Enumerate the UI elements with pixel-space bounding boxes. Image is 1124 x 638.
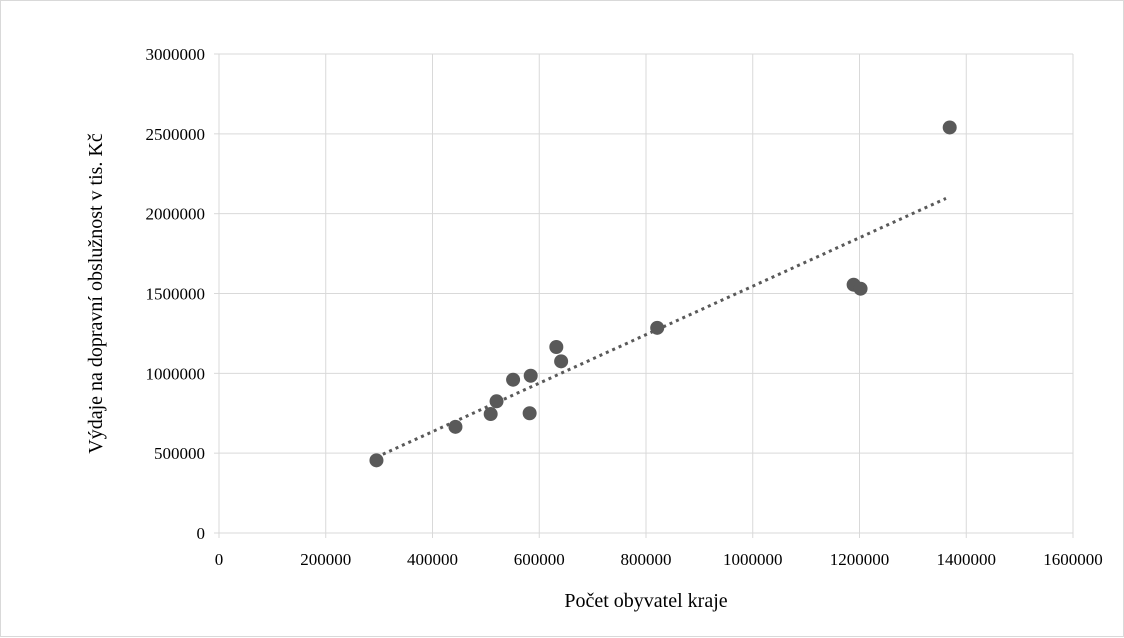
data-point bbox=[506, 372, 521, 387]
data-point bbox=[523, 368, 538, 383]
y-tick-label: 2500000 bbox=[146, 125, 206, 144]
y-tick-label: 3000000 bbox=[146, 45, 206, 64]
data-point bbox=[650, 320, 665, 335]
x-tick-label: 800000 bbox=[621, 550, 672, 569]
axes bbox=[214, 53, 1074, 538]
x-tick-label: 600000 bbox=[514, 550, 565, 569]
x-axis-title: Počet obyvatel kraje bbox=[564, 590, 727, 612]
data-point bbox=[554, 354, 569, 369]
data-point bbox=[483, 407, 498, 422]
y-tick-label: 1000000 bbox=[146, 364, 206, 383]
data-point bbox=[942, 120, 957, 135]
x-tick-label: 1600000 bbox=[1043, 550, 1103, 569]
x-tick-label: 1000000 bbox=[723, 550, 783, 569]
x-tick-label: 0 bbox=[215, 550, 224, 569]
y-tick-label: 500000 bbox=[154, 444, 205, 463]
data-point bbox=[489, 394, 504, 409]
data-point bbox=[448, 419, 463, 434]
x-tick-labels: 0 200000 400000 600000 800000 1000000 1200000 1… bbox=[215, 550, 1103, 569]
data-point bbox=[549, 339, 564, 354]
x-tick-label: 1200000 bbox=[830, 550, 890, 569]
y-tick-label: 1500000 bbox=[146, 285, 206, 304]
x-tick-label: 400000 bbox=[407, 550, 458, 569]
y-axis-title: Výdaje na dopravní obslužnost v tis. Kč bbox=[85, 133, 107, 454]
data-point bbox=[522, 406, 537, 421]
data-point bbox=[853, 281, 868, 296]
y-tick-label: 2000000 bbox=[146, 205, 206, 224]
data-point bbox=[369, 453, 384, 468]
y-tick-label: 0 bbox=[197, 524, 206, 543]
x-tick-label: 200000 bbox=[300, 550, 351, 569]
y-tick-labels: 0 500000 1000000 1500000 2000000 2500000 30000… bbox=[146, 45, 206, 543]
data-points bbox=[369, 120, 957, 468]
x-tick-label: 1400000 bbox=[937, 550, 997, 569]
